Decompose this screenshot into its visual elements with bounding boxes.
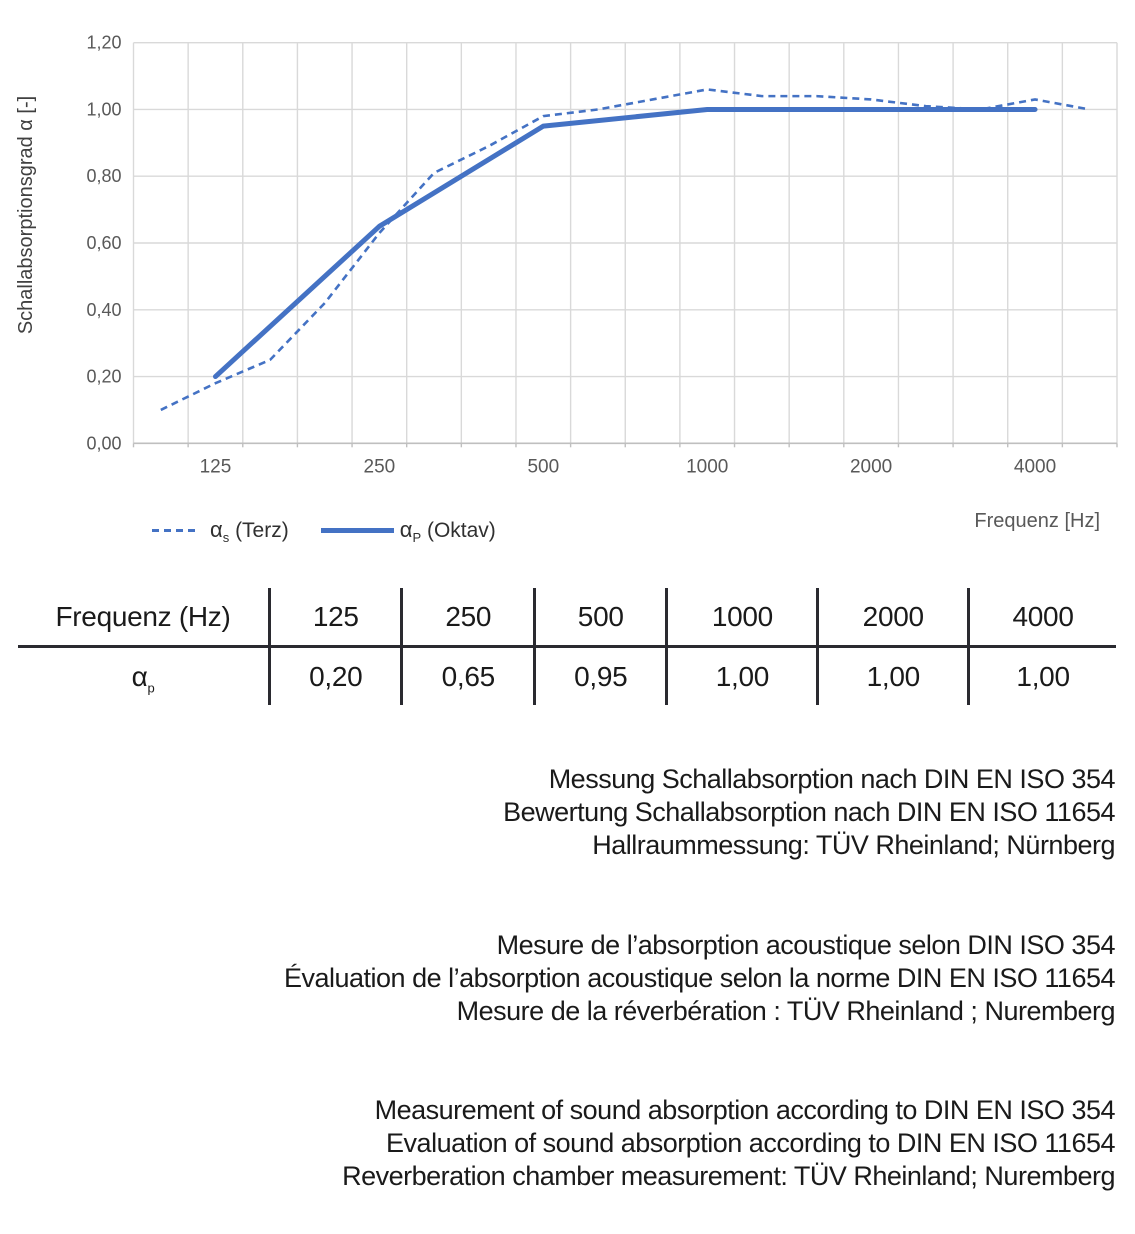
text-line: Mesure de l’absorption acoustique selon … — [496, 930, 1116, 960]
table-frequency-cell: 125 — [267, 588, 402, 648]
table-frequency-cell: 250 — [400, 588, 535, 648]
legend-dashed-line-sample — [152, 528, 200, 532]
absorption-values-table: Frequenz (Hz) 125 250 500 1000 2000 4000… — [18, 588, 1116, 705]
chart-legend: αs (Terz) αP (Oktav) — [152, 514, 496, 546]
x-axis-tick-label: 125 — [200, 456, 232, 477]
table-row-header: Frequenz (Hz) — [18, 588, 270, 648]
absorption-chart: 1,20 1,00 0,80 0,60 0,40 0,20 0,00 125 250 500 100… — [15, 33, 1118, 532]
y-axis-tick-label: 0,40 — [86, 300, 121, 320]
text-line: Measurement of sound absorption accordin… — [374, 1095, 1116, 1125]
text-line: Bewertung Schallabsorption nach DIN EN I… — [503, 797, 1115, 827]
series-oktav-solid-line — [212, 106, 1038, 380]
alpha-subscript: p — [147, 680, 155, 696]
table-frequency-cell: 500 — [532, 588, 667, 648]
gridlines — [132, 42, 1118, 448]
table-frequency-cell: 1000 — [665, 588, 818, 648]
x-axis-tick-label: 250 — [364, 456, 396, 477]
legend-label-oktav: αP (Oktav) — [399, 517, 496, 546]
table-alpha-p-label: αp — [18, 647, 270, 706]
table-header-row: Frequenz (Hz) 125 250 500 1000 2000 4000 — [18, 588, 1116, 648]
legend-text: (Terz) — [235, 519, 289, 542]
table-frequency-cell: 2000 — [816, 588, 969, 648]
alpha-symbol: α — [399, 517, 413, 542]
y-axis-tick-label: 1,00 — [86, 99, 121, 119]
table-value-cell: 1,00 — [816, 646, 969, 705]
alpha-symbol: α — [131, 660, 148, 692]
text-line: Reverberation chamber measurement: TÜV R… — [342, 1161, 1115, 1191]
legend-text: (Oktav) — [426, 519, 496, 542]
text-line: Mesure de la réverbération : TÜV Rheinla… — [456, 996, 1116, 1026]
x-axis-tick-label: 1000 — [686, 456, 728, 477]
x-axis-tick-label: 4000 — [1014, 456, 1056, 477]
table-value-cell: 1,00 — [665, 646, 818, 705]
x-axis-tick-label: 2000 — [850, 456, 892, 477]
legend-label-terz: αs (Terz) — [210, 517, 289, 546]
table-value-cell: 0,95 — [532, 646, 667, 705]
alpha-symbol: α — [210, 517, 223, 542]
text-block-french: Mesure de l’absorption acoustique selon … — [0, 929, 1116, 1028]
x-axis-tick-label: 500 — [527, 456, 559, 477]
alpha-subscript: P — [412, 530, 422, 546]
y-axis-tick-label: 1,20 — [86, 33, 121, 53]
table-value-row: αp 0,20 0,65 0,95 1,00 1,00 1,00 — [18, 646, 1116, 706]
text-line: Messung Schallabsorption nach DIN EN ISO… — [548, 764, 1116, 794]
text-block-english: Measurement of sound absorption accordin… — [0, 1094, 1115, 1193]
text-block-german: Messung Schallabsorption nach DIN EN ISO… — [0, 763, 1115, 862]
x-axis-title: Frequenz [Hz] — [974, 510, 1100, 532]
table-value-cell: 0,20 — [267, 646, 402, 705]
table-value-cell: 1,00 — [967, 646, 1116, 705]
table-frequency-cell: 4000 — [967, 588, 1116, 648]
table-value-cell: 0,65 — [400, 646, 535, 705]
text-line: Hallraummessung: TÜV Rheinland; Nürnberg — [592, 830, 1115, 860]
y-axis-title: Schallabsorptionsgrad α [-] — [15, 96, 37, 334]
y-axis-tick-label: 0,00 — [86, 433, 121, 453]
text-line: Evaluation of sound absorption according… — [386, 1128, 1115, 1158]
y-axis-tick-label: 0,60 — [86, 233, 121, 253]
legend-solid-line-sample — [320, 527, 394, 533]
y-axis-tick-label: 0,20 — [86, 367, 121, 387]
y-axis-tick-label: 0,80 — [86, 166, 121, 186]
text-line: Évaluation de l’absorption acoustique se… — [283, 963, 1116, 993]
alpha-subscript: s — [222, 530, 230, 546]
series-terz-dashed-line — [160, 88, 1090, 412]
